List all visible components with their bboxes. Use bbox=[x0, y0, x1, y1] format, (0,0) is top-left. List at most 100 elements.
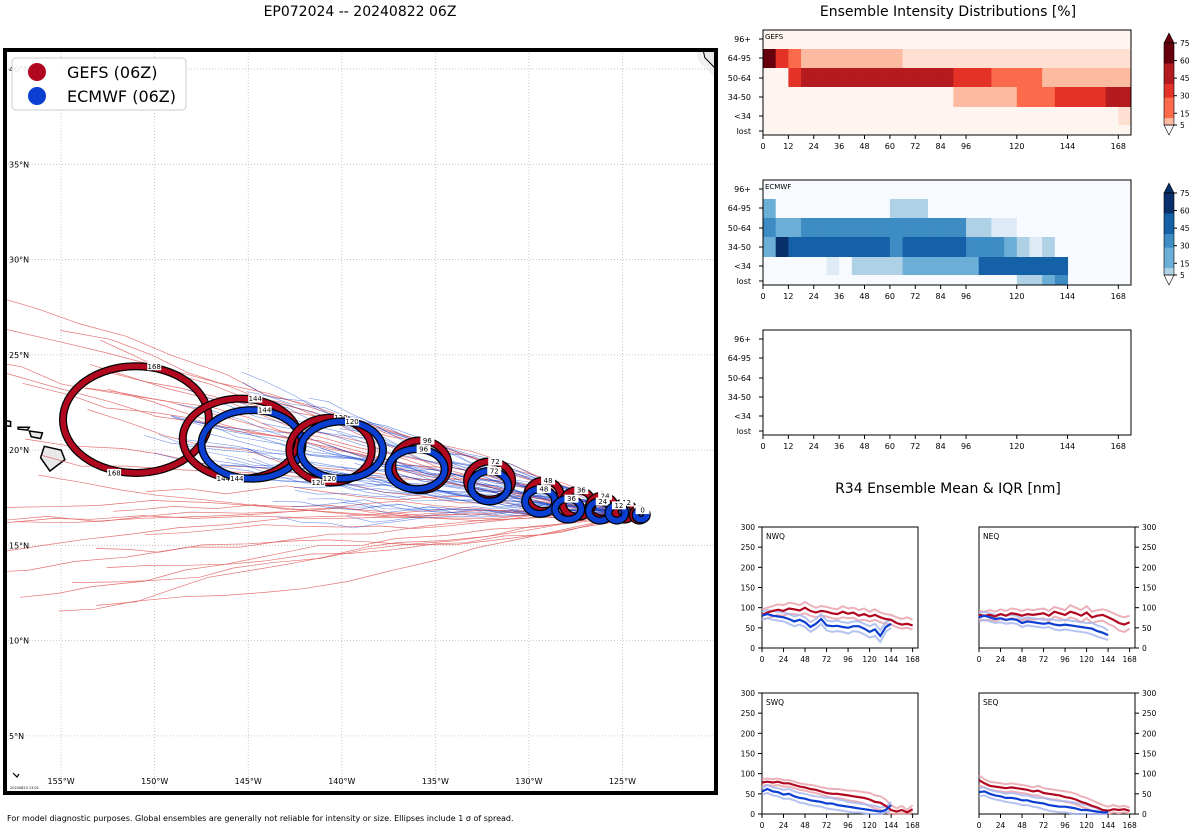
r34_nwq-panel-label: NWQ bbox=[766, 532, 785, 541]
gefs_intensity-cell bbox=[1105, 87, 1119, 107]
ecmwf_intensity-frame bbox=[762, 179, 1132, 286]
ecmwf_intensity-cell bbox=[826, 180, 840, 199]
gefs_intensity-cell bbox=[1042, 107, 1056, 125]
gefs-ellipse-168-label-bg bbox=[147, 362, 162, 371]
gefs_intensity-cell bbox=[1042, 68, 1056, 87]
empty_intensity-x-tick-label: 36 bbox=[834, 442, 844, 451]
gefs-ellipse-72-label-bg bbox=[488, 457, 503, 466]
ecmwf_intensity-cell bbox=[953, 218, 967, 237]
gefs-ellipse-96-label: 96 bbox=[423, 437, 432, 445]
ecmwf-ellipse-36-label: 36 bbox=[567, 495, 576, 503]
empty_intensity-x-tick-label: 144 bbox=[1060, 442, 1075, 451]
ecmwf_intensity-colorbar-step bbox=[1164, 240, 1174, 249]
ecmwf_intensity-cell bbox=[915, 218, 929, 237]
gefs_intensity-cell bbox=[801, 107, 815, 125]
r34_neq-x-tick-label: 168 bbox=[1122, 655, 1137, 664]
ecmwf_intensity-cell bbox=[788, 237, 802, 257]
ecmwf_intensity-cell bbox=[877, 257, 891, 275]
gefs_intensity-cell bbox=[927, 107, 942, 125]
ecmwf_intensity-cell bbox=[889, 218, 904, 237]
x-tick-label: 135°W bbox=[422, 777, 449, 786]
ecmwf_intensity-cell bbox=[966, 218, 980, 237]
gefs_intensity-cell bbox=[902, 49, 916, 68]
ecmwf_intensity-cell bbox=[1004, 237, 1018, 257]
r34_neq-y-tick-label: 250 bbox=[1142, 543, 1157, 552]
ecmwf_intensity-cell bbox=[966, 199, 980, 218]
x-tick-label: 150°W bbox=[141, 777, 168, 786]
ecmwf_intensity-colorbar-label: 75 bbox=[1180, 189, 1190, 198]
r34_seq-gefs-mean-line bbox=[978, 779, 1130, 812]
r34_nwq-ecmwf-q3-line bbox=[761, 609, 892, 632]
gefs_intensity-cell bbox=[927, 68, 942, 87]
r34_swq-y-tick-label: 0 bbox=[750, 810, 755, 819]
ecmwf_intensity-cell bbox=[788, 257, 802, 275]
gefs_intensity-cell bbox=[1016, 49, 1030, 68]
legend-box bbox=[11, 57, 187, 111]
ecmwf_intensity-cell bbox=[1004, 218, 1018, 237]
gefs_intensity-cell bbox=[991, 107, 1005, 125]
x-tick-label: 140°W bbox=[328, 777, 355, 786]
gefs_intensity-cell bbox=[877, 68, 891, 87]
gefs_intensity-cell bbox=[763, 107, 777, 125]
gefs_intensity-panel-label: GEFS bbox=[765, 33, 784, 41]
ecmwf_intensity-cell bbox=[1016, 237, 1030, 257]
ecmwf_intensity-cell bbox=[940, 199, 954, 218]
ecmwf_intensity-cell bbox=[915, 237, 929, 257]
gefs_intensity-cell bbox=[1118, 87, 1132, 107]
gefs_intensity-y-label: <34 bbox=[734, 112, 751, 121]
ecmwf-ellipse-120: 120 120 bbox=[296, 417, 387, 483]
r34_swq-x-tick-label: 168 bbox=[905, 821, 920, 830]
r34_nwq-x-tick-label: 168 bbox=[905, 655, 920, 664]
r34_neq-gefs-mean-line bbox=[978, 610, 1131, 626]
ecmwf_intensity-x-tick-label: 72 bbox=[910, 292, 920, 301]
ecmwf_intensity-cell bbox=[953, 180, 967, 199]
r34_swq-x-tick-label: 96 bbox=[843, 821, 853, 830]
ecmwf-ellipse-72: 72 bbox=[466, 467, 513, 506]
ecmwf_intensity-cell bbox=[1004, 199, 1018, 218]
gefs_intensity-cell bbox=[826, 68, 840, 87]
gefs_intensity-cell bbox=[978, 68, 992, 87]
gefs-ellipse-48-label: 48 bbox=[544, 477, 553, 485]
gefs-ellipse-168-label-bg2 bbox=[107, 468, 122, 477]
ecmwf_intensity-colorbar-step bbox=[1164, 254, 1174, 262]
gefs_intensity-cell bbox=[978, 49, 992, 68]
ecmwf_intensity-colorbar-label: 5 bbox=[1180, 271, 1185, 280]
gefs_intensity-colorbar-step bbox=[1164, 118, 1174, 126]
ecmwf_intensity-x-tick-label: 120 bbox=[1009, 292, 1024, 301]
empty_intensity-x-tick-label: 168 bbox=[1111, 442, 1126, 451]
gefs_intensity-x-tick-label: 0 bbox=[760, 142, 765, 151]
r34_neq-ecmwf-q1-line bbox=[978, 618, 1109, 641]
ecmwf-ellipse-36-label-bg bbox=[564, 494, 579, 503]
gefs_intensity-cell bbox=[991, 68, 1005, 87]
ecmwf_intensity-cell bbox=[1004, 257, 1018, 275]
ecmwf_intensity-cell bbox=[813, 180, 827, 199]
gefs_intensity-colorbar-step bbox=[1164, 104, 1174, 112]
ecmwf_intensity-cell bbox=[991, 237, 1005, 257]
r34_nwq-y-tick-label: 100 bbox=[741, 604, 756, 613]
ecmwf_intensity-cell bbox=[978, 237, 992, 257]
gefs_intensity-cell bbox=[851, 49, 866, 68]
gefs_intensity-cell bbox=[1004, 49, 1018, 68]
ecmwf_intensity-cell bbox=[826, 257, 840, 275]
r34_swq-x-tick-label: 72 bbox=[822, 821, 832, 830]
gefs-ellipse-168-label2: 168 bbox=[107, 469, 120, 477]
r34_neq-y-tick-label: 300 bbox=[1142, 523, 1157, 532]
gefs_intensity-x-tick-label: 36 bbox=[834, 142, 844, 151]
x-tick-label: 145°W bbox=[235, 777, 262, 786]
ecmwf-ellipse-72-label: 72 bbox=[490, 468, 499, 476]
r34_seq-y-tick-label: 300 bbox=[1142, 689, 1157, 698]
gefs_intensity-cell bbox=[1080, 87, 1094, 107]
gefs_intensity-cell bbox=[991, 87, 1005, 107]
gefs_intensity-y-label: 34-50 bbox=[728, 93, 751, 102]
r34_swq-y-tick-label: 150 bbox=[741, 750, 756, 759]
r34-title: R34 Ensemble Mean & IQR [nm] bbox=[835, 481, 1061, 497]
ecmwf_intensity-cell bbox=[978, 275, 992, 285]
ecmwf_intensity-cell bbox=[889, 199, 904, 218]
gefs_intensity-cell bbox=[953, 107, 967, 125]
ecmwf-ellipse-144-label-bg bbox=[257, 406, 272, 415]
ecmwf_intensity-cell bbox=[775, 275, 789, 285]
small-island-mark bbox=[12, 772, 20, 778]
gefs_intensity-cell bbox=[1080, 68, 1094, 87]
ecmwf_intensity-cell bbox=[763, 180, 777, 199]
r34_neq-x-tick-label: 96 bbox=[1060, 655, 1070, 664]
